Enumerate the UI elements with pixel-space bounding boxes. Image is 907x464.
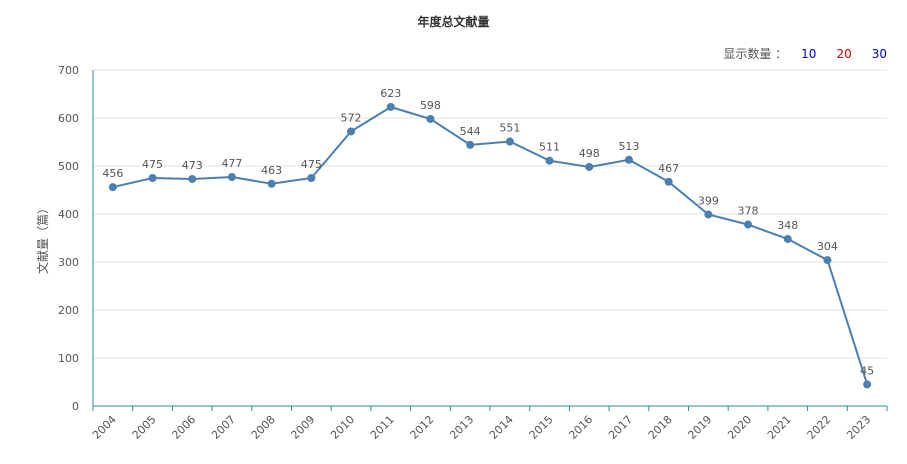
display-count-option-30[interactable]: 30 — [871, 46, 887, 61]
data-point[interactable] — [307, 174, 316, 182]
data-point[interactable] — [267, 179, 276, 188]
data-point[interactable] — [783, 234, 792, 243]
y-tick-label: 0 — [72, 400, 79, 413]
y-tick-label: 500 — [58, 160, 79, 173]
x-tick-label: 2004 — [90, 413, 119, 442]
data-label: 304 — [817, 240, 838, 253]
axes — [92, 70, 888, 411]
data-label: 456 — [102, 167, 123, 180]
data-point[interactable] — [585, 162, 594, 171]
data-label: 498 — [579, 147, 600, 160]
series-line-path — [112, 105, 869, 385]
data-label: 572 — [341, 111, 362, 124]
data-point[interactable] — [188, 174, 197, 183]
x-tick-label: 2016 — [566, 413, 595, 442]
display-count-label: 显示数量 ： — [723, 47, 788, 61]
y-tick-label: 100 — [58, 352, 79, 365]
data-label: 513 — [618, 140, 639, 153]
y-tick-labels: 0 100 200 300 400 500 600 700 — [58, 64, 79, 413]
display-count-selector: 显示数量 ： 10 20 30 — [723, 45, 887, 62]
data-point[interactable] — [347, 127, 356, 136]
data-label: 475 — [142, 158, 163, 171]
data-point[interactable] — [426, 114, 435, 123]
data-label: 477 — [221, 157, 242, 170]
y-tick-label: 200 — [58, 304, 79, 317]
data-label: 623 — [380, 87, 401, 100]
x-tick-label: 2018 — [646, 413, 675, 442]
data-label: 45 — [860, 364, 874, 377]
data-point[interactable] — [863, 380, 872, 389]
x-tick-label: 2022 — [805, 413, 834, 442]
data-point[interactable] — [545, 156, 554, 165]
x-tick-label: 2006 — [169, 413, 198, 442]
series-line — [112, 105, 869, 385]
x-tick-label: 2021 — [765, 413, 794, 442]
x-tick-label: 2015 — [527, 413, 556, 442]
data-labels: 456 475 473 477 463 475 572 623 598 544 551 511 498 5… — [102, 87, 874, 377]
display-count-option-20[interactable]: 20 — [836, 46, 852, 61]
data-label: 399 — [698, 194, 719, 207]
y-tick-label: 400 — [58, 208, 79, 221]
x-tick-label: 2011 — [368, 413, 397, 442]
grid-lines — [93, 69, 887, 359]
data-label: 511 — [539, 141, 560, 154]
data-point[interactable] — [386, 102, 395, 111]
y-tick-label: 300 — [58, 256, 79, 269]
data-point[interactable] — [744, 220, 753, 229]
data-label: 463 — [261, 164, 282, 177]
data-point[interactable] — [505, 137, 514, 146]
chart-title: 年度总文献量 — [417, 15, 490, 29]
x-tick-label: 2017 — [606, 413, 635, 442]
data-label: 378 — [738, 205, 759, 218]
y-tick-label: 700 — [58, 64, 79, 77]
data-label: 348 — [777, 219, 798, 232]
data-label: 467 — [658, 162, 679, 175]
x-tick-label: 2019 — [685, 413, 714, 442]
x-tick-label: 2013 — [447, 413, 476, 442]
y-axis-label: 文献量（篇） — [35, 202, 50, 274]
x-tick-label: 2005 — [130, 413, 159, 442]
data-label: 551 — [499, 122, 520, 135]
x-tick-label: 2007 — [209, 413, 238, 442]
data-label: 544 — [460, 125, 481, 138]
x-tick-label: 2008 — [249, 413, 278, 442]
x-tick-labels: 2004 2005 2006 2007 2008 2009 2010 2011 2012 2013… — [90, 413, 873, 442]
display-count-option-10[interactable]: 10 — [801, 46, 817, 61]
x-tick-label: 2023 — [844, 413, 873, 442]
x-tick-label: 2014 — [487, 413, 516, 442]
data-label: 598 — [420, 99, 441, 112]
data-label: 473 — [182, 159, 203, 172]
data-point[interactable] — [704, 210, 713, 219]
data-label: 475 — [301, 158, 322, 171]
data-point[interactable] — [466, 140, 475, 149]
data-point[interactable] — [664, 177, 673, 186]
data-point[interactable] — [624, 155, 633, 164]
data-point[interactable] — [823, 256, 832, 265]
data-points — [108, 102, 872, 389]
y-tick-label: 600 — [58, 112, 79, 125]
x-tick-label: 2012 — [408, 413, 437, 442]
data-point[interactable] — [148, 174, 157, 182]
x-tick-label: 2010 — [328, 413, 357, 442]
x-tick-label: 2020 — [725, 413, 754, 442]
x-tick-label: 2009 — [288, 413, 317, 442]
data-point[interactable] — [108, 183, 117, 192]
data-point[interactable] — [227, 173, 236, 182]
